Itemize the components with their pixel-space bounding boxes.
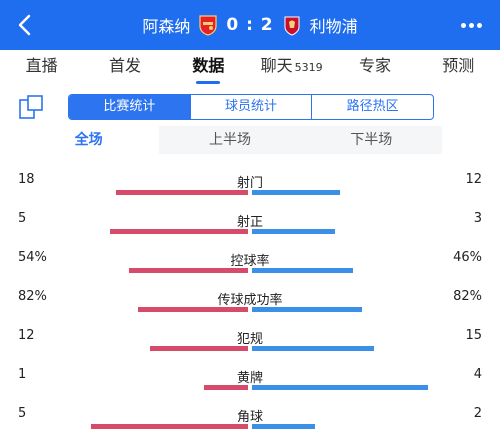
dot-icon: [476, 22, 482, 28]
home-stat-value: 82%: [18, 289, 47, 304]
away-stat-bar: [252, 385, 428, 390]
away-stat-value: 82%: [453, 289, 482, 304]
tab-live[interactable]: 直播: [0, 50, 83, 86]
stat-label: 角球: [236, 410, 263, 425]
away-team-name: 利物浦: [309, 17, 358, 36]
segment-heatmap[interactable]: 路径热区: [311, 95, 433, 119]
liverpool-crest-icon: [284, 16, 300, 36]
home-stat-value: 18: [18, 172, 35, 187]
home-stat-bar: [110, 229, 248, 234]
tab-label: 预测: [442, 56, 475, 75]
chevron-left-icon: [18, 14, 31, 36]
away-stat-bar: [252, 190, 340, 195]
tab-experts[interactable]: 专家: [333, 50, 416, 86]
stat-label: 犯规: [236, 332, 263, 347]
away-stat-bar: [252, 229, 335, 234]
away-stat-value: 3: [473, 211, 482, 226]
stat-label: 传球成功率: [217, 293, 283, 308]
home-stat-value: 5: [18, 406, 27, 421]
segment-player-stats[interactable]: 球员统计: [189, 95, 312, 119]
tab-data[interactable]: 数据: [167, 50, 250, 86]
stats-list: 18 射门 12 5 射正 3 54% 控球率 46% 82% 传球成功率 82…: [0, 162, 500, 435]
match-title: 阿森纳 0 : 2 利物浦: [0, 0, 500, 50]
stat-label: 射正: [236, 215, 263, 230]
away-stat-value: 46%: [453, 250, 482, 265]
stat-row: 5 角球 2: [0, 396, 500, 435]
layout-toggle-icon[interactable]: [18, 94, 44, 120]
chat-count: 5319: [294, 61, 323, 74]
home-stat-value: 5: [18, 211, 27, 226]
stat-row: 5 射正 3: [0, 201, 500, 240]
back-button[interactable]: [12, 13, 36, 37]
stat-row: 18 射门 12: [0, 162, 500, 201]
stat-row: 54% 控球率 46%: [0, 240, 500, 279]
tab-label: 专家: [358, 56, 391, 75]
dot-icon: [460, 22, 466, 28]
stat-label: 黄牌: [236, 371, 263, 386]
tab-label: 直播: [25, 56, 58, 75]
away-stat-value: 2: [473, 406, 482, 421]
arsenal-crest-icon: [199, 15, 217, 36]
home-stat-value: 12: [18, 328, 35, 343]
tab-lineup[interactable]: 首发: [83, 50, 166, 86]
stats-type-segment: 比赛统计 球员统计 路径热区: [68, 94, 434, 120]
home-stat-bar: [91, 424, 248, 429]
stat-label: 控球率: [230, 254, 270, 269]
away-stat-bar: [252, 307, 362, 312]
match-score: 0 : 2: [226, 15, 274, 35]
tab-label: 数据: [192, 56, 225, 75]
home-stat-bar: [204, 385, 248, 390]
stat-row: 12 犯规 15: [0, 318, 500, 357]
stat-label: 射门: [236, 176, 263, 191]
period-first-half[interactable]: 上半场: [208, 132, 251, 148]
tab-prediction[interactable]: 预测: [417, 50, 500, 86]
home-stat-value: 1: [18, 367, 27, 382]
away-stat-bar: [252, 346, 374, 351]
period-tabs: 全场 上半场 下半场: [18, 126, 442, 154]
home-stat-bar: [138, 307, 248, 312]
home-stat-value: 54%: [18, 250, 47, 265]
away-stat-bar: [252, 424, 315, 429]
match-header: 阿森纳 0 : 2 利物浦: [0, 0, 500, 50]
match-nav-tabs: 直播 首发 数据 聊天 5319 专家 预测: [0, 50, 500, 86]
away-stat-bar: [252, 268, 353, 273]
more-options-button[interactable]: [456, 14, 486, 36]
period-second-half[interactable]: 下半场: [350, 132, 393, 148]
tab-chat[interactable]: 聊天 5319: [250, 50, 333, 86]
home-stat-bar: [129, 268, 248, 273]
stat-row: 82% 传球成功率 82%: [0, 279, 500, 318]
away-stat-value: 15: [465, 328, 482, 343]
tab-label: 首发: [108, 56, 141, 75]
period-full-match[interactable]: 全场: [18, 126, 160, 154]
home-team-name: 阿森纳: [142, 17, 191, 36]
away-stat-value: 4: [473, 367, 482, 382]
tab-label: 聊天: [260, 56, 293, 75]
home-stat-bar: [116, 190, 248, 195]
stat-row: 1 黄牌 4: [0, 357, 500, 396]
dot-icon: [468, 22, 474, 28]
segment-match-stats[interactable]: 比赛统计: [69, 95, 190, 119]
away-stat-value: 12: [465, 172, 482, 187]
home-stat-bar: [150, 346, 248, 351]
